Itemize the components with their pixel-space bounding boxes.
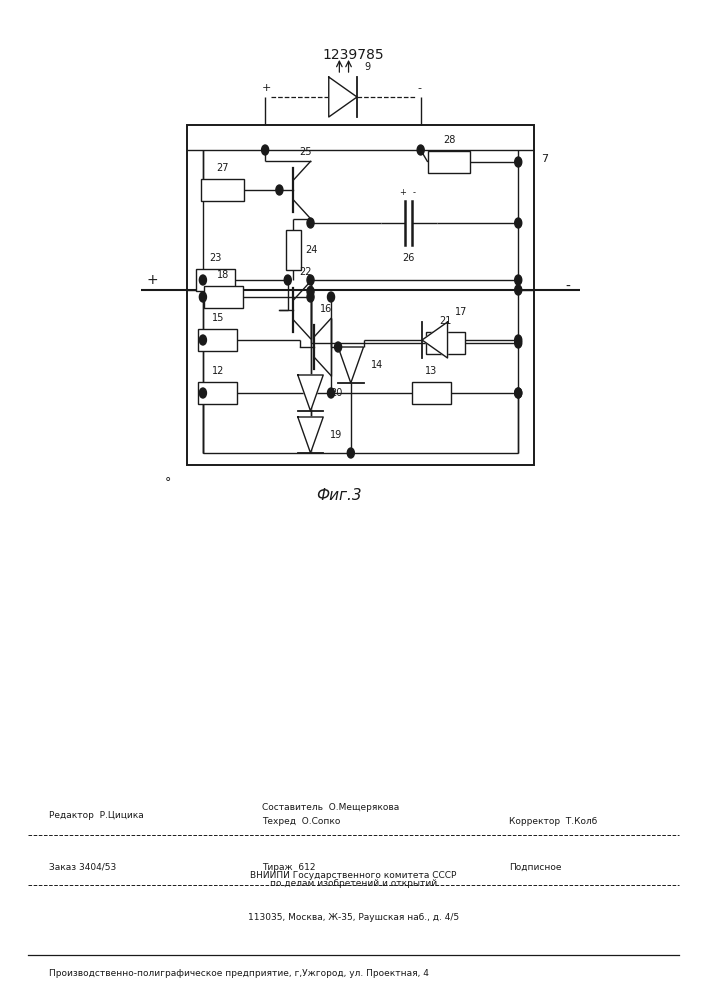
Bar	[201, 179, 244, 201]
Text: -: -	[413, 188, 416, 197]
Circle shape	[199, 388, 206, 398]
Circle shape	[417, 145, 424, 155]
Text: 16: 16	[320, 304, 332, 314]
Circle shape	[327, 388, 334, 398]
Text: 18: 18	[217, 270, 230, 280]
Circle shape	[307, 275, 314, 285]
Circle shape	[515, 335, 522, 345]
Text: Редактор  Р.Цицика: Редактор Р.Цицика	[49, 810, 144, 820]
Bar	[426, 332, 465, 354]
Text: 17: 17	[455, 307, 467, 317]
Text: 24: 24	[305, 245, 318, 255]
Bar	[286, 230, 301, 270]
Circle shape	[515, 388, 522, 398]
Circle shape	[199, 275, 206, 285]
Circle shape	[347, 448, 354, 458]
Circle shape	[307, 292, 314, 302]
Circle shape	[515, 388, 522, 398]
Text: 7: 7	[541, 154, 548, 164]
Text: Составитель  О.Мещерякова: Составитель О.Мещерякова	[262, 802, 399, 812]
Text: по делам изобретений и открытий: по делам изобретений и открытий	[270, 879, 437, 888]
Circle shape	[327, 292, 334, 302]
Polygon shape	[338, 347, 363, 383]
Circle shape	[307, 286, 314, 296]
Circle shape	[276, 185, 283, 195]
Circle shape	[515, 338, 522, 348]
Bar	[187, 125, 534, 465]
Text: +: +	[399, 188, 407, 197]
Text: 20: 20	[330, 388, 343, 398]
Polygon shape	[329, 77, 357, 117]
Circle shape	[515, 285, 522, 295]
Bar	[428, 151, 470, 173]
Text: 22: 22	[300, 267, 312, 277]
Circle shape	[515, 157, 522, 167]
Circle shape	[199, 335, 206, 345]
Text: +: +	[146, 273, 158, 287]
Bar	[196, 269, 235, 291]
Text: Заказ 3404/53: Заказ 3404/53	[49, 862, 117, 871]
Text: 23: 23	[209, 253, 222, 263]
Text: +: +	[262, 83, 271, 93]
Text: Корректор  Т.Колб: Корректор Т.Колб	[509, 816, 597, 825]
Polygon shape	[298, 375, 323, 411]
Circle shape	[515, 275, 522, 285]
Bar	[204, 286, 243, 308]
Text: Тираж  612: Тираж 612	[262, 862, 315, 871]
Text: 14: 14	[370, 360, 383, 370]
Text: 1239785: 1239785	[322, 48, 385, 62]
Circle shape	[199, 292, 206, 302]
Text: 9: 9	[364, 62, 370, 72]
Text: 15: 15	[211, 313, 224, 323]
Text: 25: 25	[300, 147, 312, 157]
Text: ВНИИПИ Государственного комитета СССР: ВНИИПИ Государственного комитета СССР	[250, 870, 457, 880]
Text: 13: 13	[425, 366, 438, 376]
Text: 21: 21	[439, 316, 452, 326]
Text: 12: 12	[211, 366, 224, 376]
Polygon shape	[422, 322, 448, 358]
Text: Подписное: Подписное	[509, 862, 561, 871]
Bar	[198, 329, 237, 351]
Circle shape	[307, 218, 314, 228]
Text: °: °	[164, 477, 171, 489]
Text: 27: 27	[216, 163, 229, 173]
Circle shape	[515, 218, 522, 228]
Text: 19: 19	[330, 430, 343, 440]
Bar	[411, 382, 451, 404]
Text: 26: 26	[402, 253, 415, 263]
Text: 113035, Москва, Ж-35, Раушская наб., д. 4/5: 113035, Москва, Ж-35, Раушская наб., д. …	[248, 914, 459, 922]
Polygon shape	[298, 417, 323, 453]
Circle shape	[284, 275, 291, 285]
Text: Техред  О.Сопко: Техред О.Сопко	[262, 816, 340, 825]
Text: -: -	[417, 83, 421, 93]
Text: Производственно-полиграфическое предприятие, г,Ужгород, ул. Проектная, 4: Производственно-полиграфическое предприя…	[49, 968, 429, 978]
Bar	[198, 382, 237, 404]
Circle shape	[262, 145, 269, 155]
Text: Фиг.3: Фиг.3	[317, 488, 362, 504]
Text: -: -	[566, 280, 570, 294]
Circle shape	[334, 342, 341, 352]
Text: 28: 28	[443, 135, 455, 145]
